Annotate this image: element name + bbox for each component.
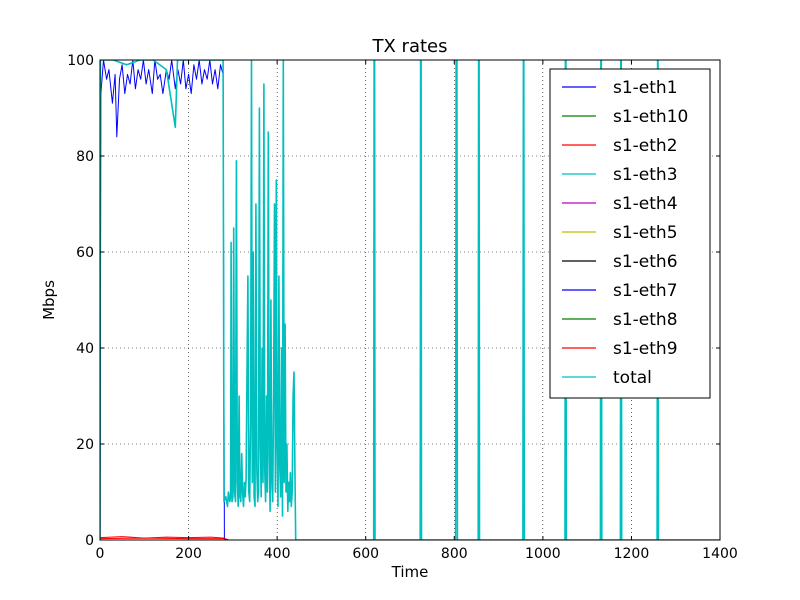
x-axis-label: Time (391, 563, 429, 581)
plot-frame (99, 59, 721, 541)
legend-label: s1-eth9 (613, 339, 678, 359)
chart-title: TX rates (372, 36, 448, 57)
y-tick-label: 100 (67, 53, 94, 69)
y-tick-label: 60 (76, 245, 94, 261)
x-tick-label: 0 (96, 546, 105, 562)
y-tick-label: 80 (76, 149, 94, 165)
legend-label: s1-eth5 (613, 223, 678, 243)
x-tick-label: 600 (352, 546, 379, 562)
y-axis-label: Mbps (40, 280, 58, 320)
series-line-s1-eth7 (100, 60, 720, 540)
x-tick-label: 400 (264, 546, 291, 562)
legend-label: s1-eth6 (613, 252, 678, 272)
x-tick-label: 200 (175, 546, 202, 562)
legend-label: s1-eth8 (613, 310, 678, 330)
legend-label: total (613, 368, 652, 388)
x-tick-label: 800 (441, 546, 468, 562)
legend-label: s1-eth1 (613, 78, 678, 98)
legend-label: s1-eth2 (613, 136, 678, 156)
series-layer (100, 60, 720, 540)
legend-label: s1-eth3 (613, 165, 678, 185)
series-line-s1-eth9 (100, 537, 720, 540)
legend-label: s1-eth4 (613, 194, 678, 214)
y-tick-label: 0 (85, 533, 94, 549)
y-tick-label: 40 (76, 341, 94, 357)
series-line-total (100, 60, 720, 540)
legend-label: s1-eth7 (613, 281, 678, 301)
legend-box (549, 68, 711, 399)
x-tick-label: 1000 (525, 546, 561, 562)
x-tick-label: 1200 (614, 546, 650, 562)
axis-ticks: 0 200 400 600 800 1000 1200 1400 0 20 40 60 80 100 (67, 53, 738, 562)
legend: s1-eth1 s1-eth10 s1-eth2 s1-eth3 s1-eth4 s1-e… (549, 68, 711, 399)
legend-label: s1-eth10 (613, 107, 688, 127)
x-tick-label: 1400 (702, 546, 738, 562)
y-tick-label: 20 (76, 437, 94, 453)
